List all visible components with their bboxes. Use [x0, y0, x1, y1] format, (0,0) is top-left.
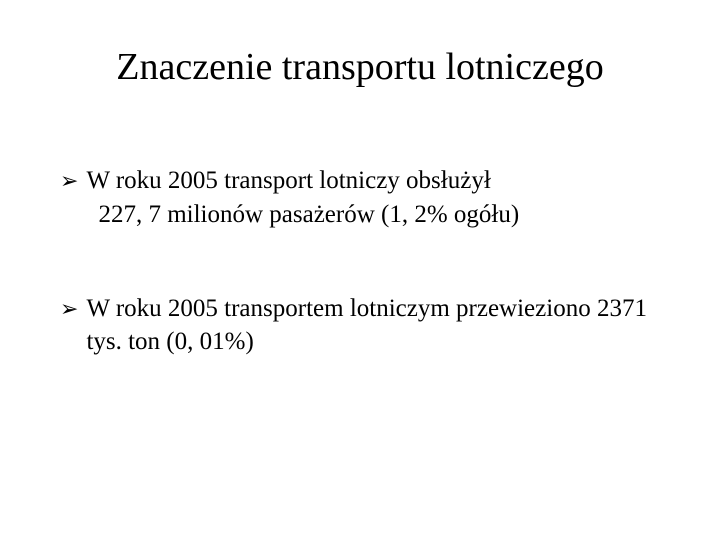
bullet-marker-icon: ➢	[60, 164, 78, 197]
bullet-text: W roku 2005 transport lotniczy obsłużył …	[86, 164, 660, 232]
bullet-line: W roku 2005 transportem lotniczym przewi…	[86, 295, 647, 356]
bullet-line: W roku 2005 transport lotniczy obsłużył	[86, 167, 490, 194]
slide-container: Znaczenie transportu lotniczego ➢ W roku…	[0, 0, 720, 540]
bullet-text: W roku 2005 transportem lotniczym przewi…	[86, 292, 660, 360]
list-item: ➢ W roku 2005 transportem lotniczym prze…	[60, 292, 660, 360]
list-item: ➢ W roku 2005 transport lotniczy obsłuży…	[60, 164, 660, 232]
bullet-line: 227, 7 milionów pasażerów (1, 2% ogółu)	[86, 198, 660, 232]
bullet-marker-icon: ➢	[60, 292, 78, 325]
bullet-list: ➢ W roku 2005 transport lotniczy obsłuży…	[60, 164, 660, 359]
slide-title: Znaczenie transportu lotniczego	[60, 45, 660, 89]
